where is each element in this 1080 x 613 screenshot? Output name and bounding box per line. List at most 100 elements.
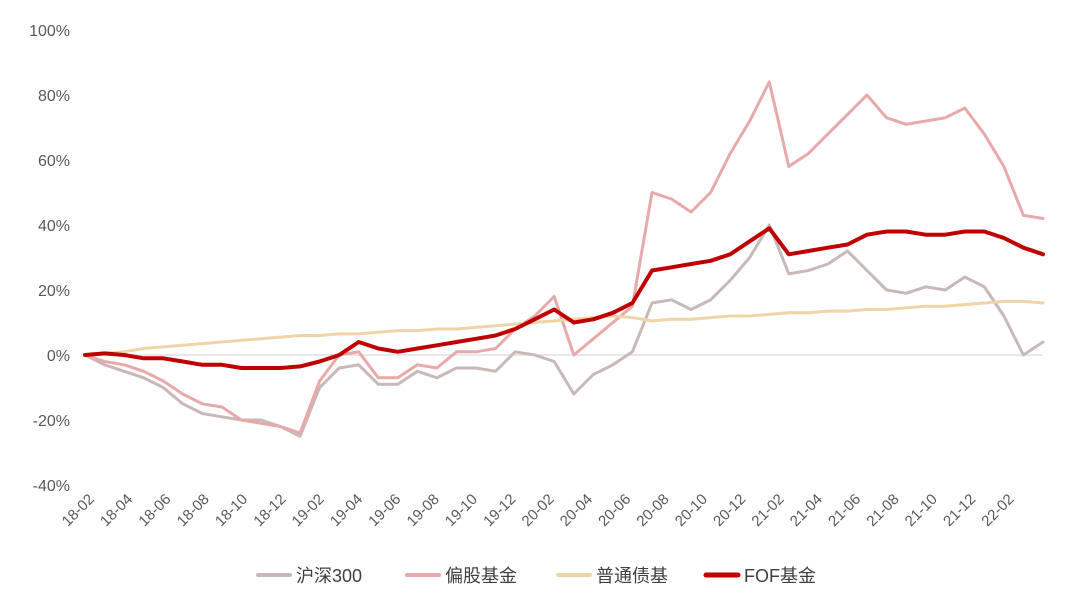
data-point bbox=[592, 318, 595, 321]
data-point bbox=[729, 315, 731, 317]
x-tick-label: 18-06 bbox=[135, 491, 174, 530]
data-point bbox=[964, 276, 966, 278]
legend-label: 偏股基金 bbox=[445, 566, 517, 586]
x-tick-label: 19-04 bbox=[327, 491, 366, 530]
data-point bbox=[397, 377, 399, 379]
data-point bbox=[573, 318, 575, 321]
x-tick-label: 19-10 bbox=[442, 491, 481, 530]
data-point bbox=[221, 416, 223, 418]
data-point bbox=[827, 133, 829, 135]
data-point bbox=[905, 123, 907, 126]
data-point bbox=[436, 328, 438, 330]
data-point bbox=[533, 354, 536, 356]
x-tick-label: 21-08 bbox=[863, 491, 902, 530]
series-line-0 bbox=[83, 223, 1045, 438]
data-point bbox=[827, 263, 829, 265]
data-point bbox=[1003, 300, 1005, 303]
data-point bbox=[748, 120, 751, 122]
data-point bbox=[1022, 214, 1025, 217]
data-point bbox=[103, 352, 106, 355]
data-point bbox=[670, 198, 673, 200]
data-point bbox=[1003, 237, 1005, 239]
data-point bbox=[553, 360, 555, 363]
data-point bbox=[709, 316, 712, 319]
data-point bbox=[964, 230, 966, 233]
x-tick-label: 20-06 bbox=[595, 491, 634, 530]
x-tick-label: 18-10 bbox=[212, 491, 251, 530]
series-line-1 bbox=[83, 80, 1045, 435]
data-point bbox=[709, 299, 712, 301]
data-point bbox=[612, 364, 614, 366]
data-point bbox=[416, 364, 419, 366]
data-point bbox=[729, 253, 731, 256]
data-point bbox=[846, 250, 849, 252]
data-point bbox=[924, 305, 927, 308]
data-point bbox=[182, 344, 184, 347]
data-point bbox=[338, 354, 341, 356]
data-point bbox=[866, 233, 868, 236]
data-point bbox=[885, 230, 888, 233]
y-tick-label: 40% bbox=[38, 218, 70, 235]
data-point bbox=[318, 360, 321, 363]
data-point bbox=[162, 386, 164, 389]
data-point bbox=[494, 370, 497, 373]
x-tick-label: 18-04 bbox=[97, 491, 136, 530]
data-point bbox=[494, 347, 497, 350]
data-point bbox=[827, 246, 829, 249]
data-point bbox=[905, 292, 907, 295]
data-point bbox=[279, 336, 282, 338]
data-point bbox=[123, 364, 125, 366]
data-point bbox=[377, 383, 380, 386]
data-point bbox=[142, 347, 145, 350]
data-point bbox=[924, 233, 927, 236]
data-point bbox=[631, 305, 634, 308]
data-point bbox=[768, 313, 771, 316]
data-point bbox=[494, 325, 497, 327]
x-tick-label: 18-08 bbox=[174, 491, 213, 530]
data-point bbox=[690, 211, 692, 213]
data-point bbox=[240, 419, 243, 421]
data-point bbox=[299, 334, 301, 337]
data-point bbox=[1042, 217, 1044, 220]
legend-label: FOF基金 bbox=[744, 566, 816, 586]
data-point bbox=[397, 329, 399, 332]
data-point bbox=[533, 321, 536, 324]
data-point bbox=[279, 425, 282, 428]
data-point bbox=[533, 315, 536, 317]
data-point bbox=[612, 321, 614, 324]
series-layer bbox=[83, 80, 1045, 438]
data-point bbox=[397, 383, 399, 386]
data-point bbox=[612, 315, 614, 317]
data-point bbox=[964, 107, 966, 109]
data-point bbox=[1003, 315, 1005, 317]
x-tick-label: 18-12 bbox=[250, 491, 289, 530]
data-point bbox=[299, 435, 301, 438]
data-point bbox=[123, 354, 125, 356]
data-point bbox=[533, 318, 536, 321]
x-tick-label: 20-02 bbox=[519, 491, 558, 530]
legend: 沪深300 偏股基金 普通债基 FOF基金 bbox=[256, 566, 816, 586]
data-point bbox=[709, 260, 712, 262]
data-point bbox=[866, 269, 868, 272]
data-point bbox=[221, 406, 223, 408]
data-point bbox=[592, 373, 595, 376]
data-point bbox=[514, 351, 516, 353]
data-point bbox=[1022, 246, 1025, 249]
data-point bbox=[162, 380, 164, 382]
data-point bbox=[201, 364, 204, 366]
data-point bbox=[142, 377, 145, 379]
data-point bbox=[748, 256, 751, 259]
data-point bbox=[1042, 253, 1044, 256]
data-point bbox=[944, 289, 946, 291]
data-point bbox=[455, 328, 458, 330]
data-point bbox=[924, 120, 927, 122]
data-point bbox=[201, 412, 204, 415]
data-point bbox=[788, 253, 790, 256]
x-tick-label: 20-04 bbox=[557, 491, 596, 530]
data-point bbox=[416, 370, 419, 373]
data-point bbox=[651, 302, 653, 304]
data-point bbox=[260, 367, 262, 369]
y-tick-label: 0% bbox=[47, 348, 70, 365]
data-point bbox=[416, 329, 419, 332]
